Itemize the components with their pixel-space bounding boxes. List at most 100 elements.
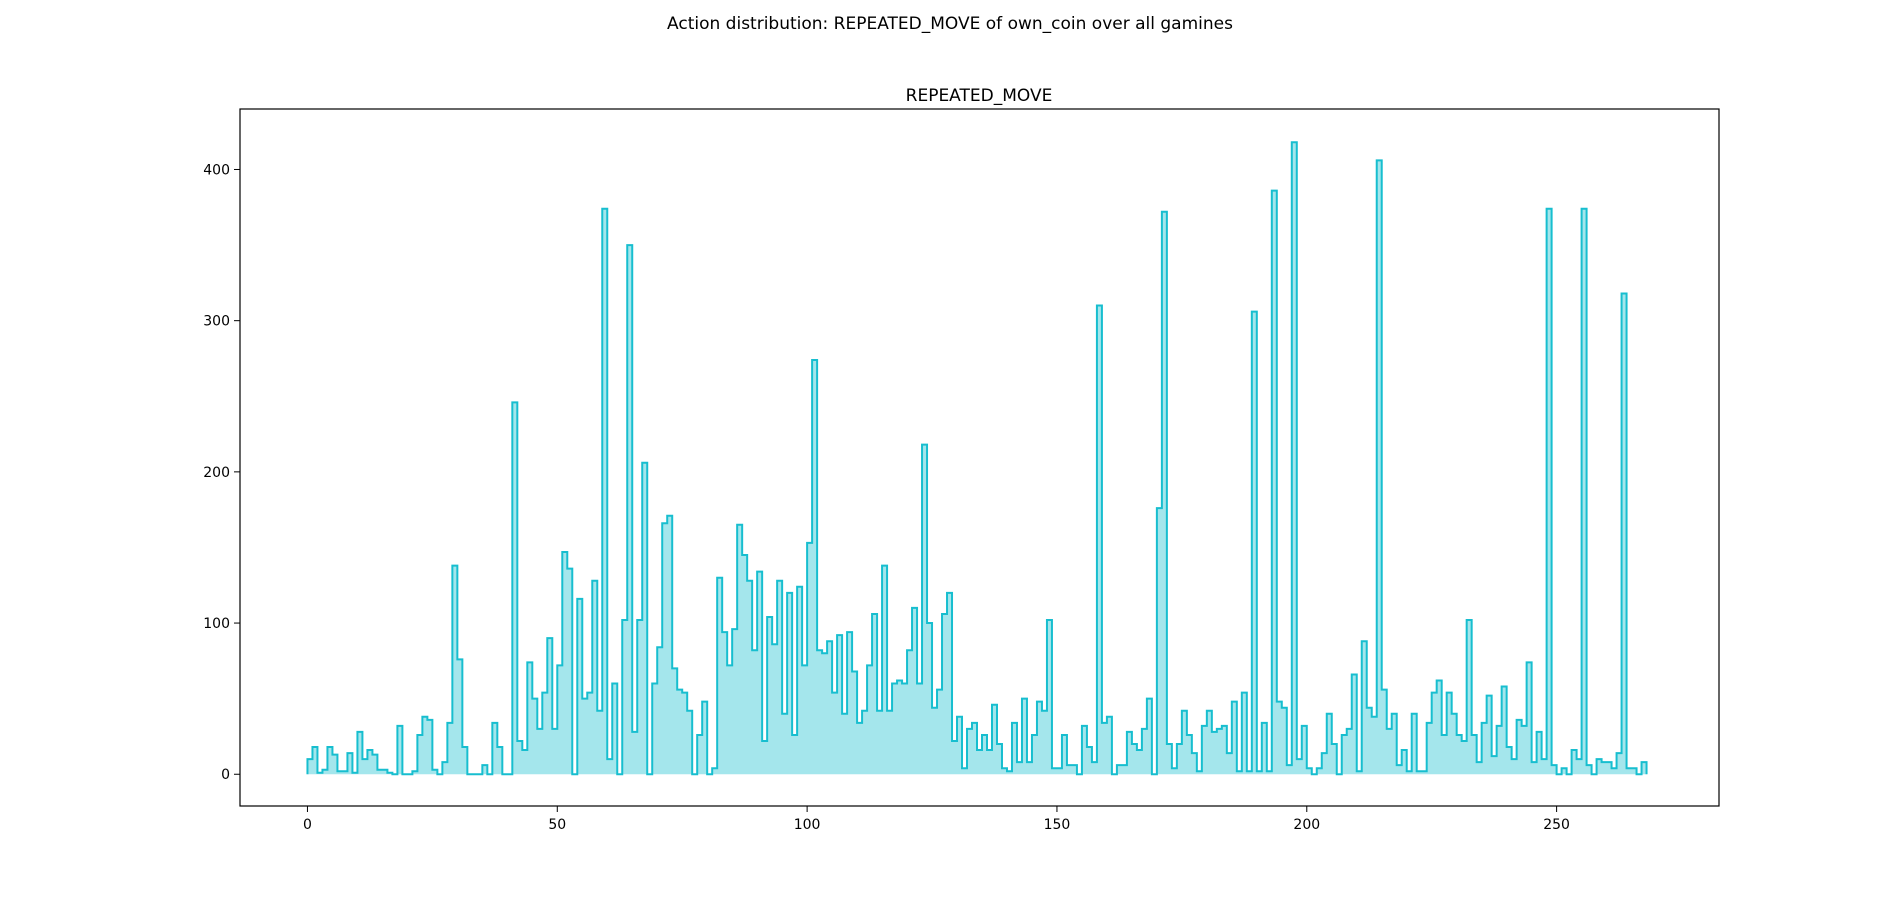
bin-48 bbox=[547, 638, 552, 774]
bin-98 bbox=[797, 587, 802, 774]
bin-88 bbox=[747, 581, 752, 775]
bin-218 bbox=[1397, 765, 1402, 774]
bin-31 bbox=[462, 747, 467, 774]
bin-208 bbox=[1347, 729, 1352, 774]
bin-251 bbox=[1562, 768, 1567, 774]
figure-title: Action distribution: REPEATED_MOVE of ow… bbox=[667, 14, 1233, 34]
bin-138 bbox=[997, 744, 1002, 774]
bin-220 bbox=[1407, 771, 1412, 774]
bin-72 bbox=[667, 516, 672, 775]
bin-228 bbox=[1447, 693, 1452, 775]
bin-168 bbox=[1147, 699, 1152, 775]
bin-116 bbox=[887, 711, 892, 775]
bin-7 bbox=[342, 771, 347, 774]
bin-256 bbox=[1587, 765, 1592, 774]
bin-245 bbox=[1532, 762, 1537, 774]
bin-159 bbox=[1102, 723, 1107, 774]
bin-25 bbox=[432, 770, 437, 775]
bin-204 bbox=[1327, 714, 1332, 774]
bin-56 bbox=[587, 693, 592, 775]
bin-12 bbox=[367, 750, 372, 774]
bin-102 bbox=[817, 650, 822, 774]
axes-frame bbox=[239, 108, 1720, 807]
bin-3 bbox=[322, 770, 327, 775]
bin-145 bbox=[1032, 735, 1037, 774]
bin-214 bbox=[1377, 160, 1382, 774]
bin-18 bbox=[397, 726, 402, 774]
bin-165 bbox=[1132, 744, 1137, 774]
bin-203 bbox=[1322, 753, 1327, 774]
bin-156 bbox=[1087, 747, 1092, 774]
bin-202 bbox=[1317, 768, 1322, 774]
x-tick-label: 100 bbox=[794, 817, 821, 833]
bin-171 bbox=[1162, 212, 1167, 774]
bin-134 bbox=[977, 750, 982, 774]
bin-234 bbox=[1477, 762, 1482, 774]
bin-21 bbox=[412, 771, 417, 774]
bin-217 bbox=[1392, 714, 1397, 774]
bin-43 bbox=[522, 750, 527, 774]
bin-190 bbox=[1257, 771, 1262, 774]
bin-69 bbox=[652, 684, 657, 775]
bin-146 bbox=[1037, 702, 1042, 775]
bin-136 bbox=[987, 750, 992, 774]
bin-197 bbox=[1292, 142, 1297, 774]
bin-227 bbox=[1442, 735, 1447, 774]
bin-105 bbox=[832, 693, 837, 775]
bin-125 bbox=[932, 708, 937, 775]
bin-174 bbox=[1177, 744, 1182, 774]
bin-58 bbox=[597, 711, 602, 775]
bin-135 bbox=[982, 735, 987, 774]
bin-81 bbox=[712, 768, 717, 774]
bin-247 bbox=[1542, 759, 1547, 774]
bin-76 bbox=[687, 711, 692, 775]
bin-179 bbox=[1202, 726, 1207, 774]
bin-117 bbox=[892, 684, 897, 775]
bin-59 bbox=[602, 209, 607, 774]
bin-45 bbox=[532, 699, 537, 775]
bin-123 bbox=[922, 445, 927, 775]
bin-86 bbox=[737, 525, 742, 774]
bin-264 bbox=[1627, 768, 1632, 774]
bin-126 bbox=[937, 690, 942, 775]
bin-87 bbox=[742, 555, 747, 774]
bin-104 bbox=[827, 641, 832, 774]
x-tick-label: 200 bbox=[1293, 817, 1320, 833]
bin-92 bbox=[767, 617, 772, 774]
bin-144 bbox=[1027, 762, 1032, 774]
bin-148 bbox=[1047, 620, 1052, 774]
bin-170 bbox=[1157, 508, 1162, 774]
y-tick-label: 300 bbox=[203, 314, 230, 330]
bin-233 bbox=[1472, 735, 1477, 774]
bin-205 bbox=[1332, 744, 1337, 774]
series-fill bbox=[307, 142, 1647, 775]
bin-151 bbox=[1062, 735, 1067, 774]
bin-93 bbox=[772, 644, 777, 774]
bin-143 bbox=[1022, 699, 1027, 775]
bin-9 bbox=[352, 773, 357, 775]
bin-172 bbox=[1167, 744, 1172, 774]
bin-244 bbox=[1527, 662, 1532, 774]
bin-200 bbox=[1307, 768, 1312, 774]
bin-128 bbox=[947, 593, 952, 774]
bin-160 bbox=[1107, 717, 1112, 774]
bin-70 bbox=[657, 647, 662, 774]
bin-122 bbox=[917, 684, 922, 775]
bin-167 bbox=[1142, 729, 1147, 774]
bin-216 bbox=[1387, 729, 1392, 774]
bin-196 bbox=[1287, 765, 1292, 774]
bin-1 bbox=[312, 747, 317, 774]
bin-253 bbox=[1572, 750, 1577, 774]
bin-261 bbox=[1612, 768, 1617, 774]
x-tick-label: 250 bbox=[1543, 817, 1570, 833]
bin-158 bbox=[1097, 306, 1102, 775]
bin-22 bbox=[417, 735, 422, 774]
bin-213 bbox=[1372, 717, 1377, 774]
bin-90 bbox=[757, 572, 762, 775]
y-tick-label: 200 bbox=[203, 465, 230, 481]
bin-133 bbox=[972, 723, 977, 774]
bin-162 bbox=[1117, 765, 1122, 774]
bin-115 bbox=[882, 566, 887, 775]
bin-241 bbox=[1512, 759, 1517, 774]
bin-191 bbox=[1262, 723, 1267, 774]
